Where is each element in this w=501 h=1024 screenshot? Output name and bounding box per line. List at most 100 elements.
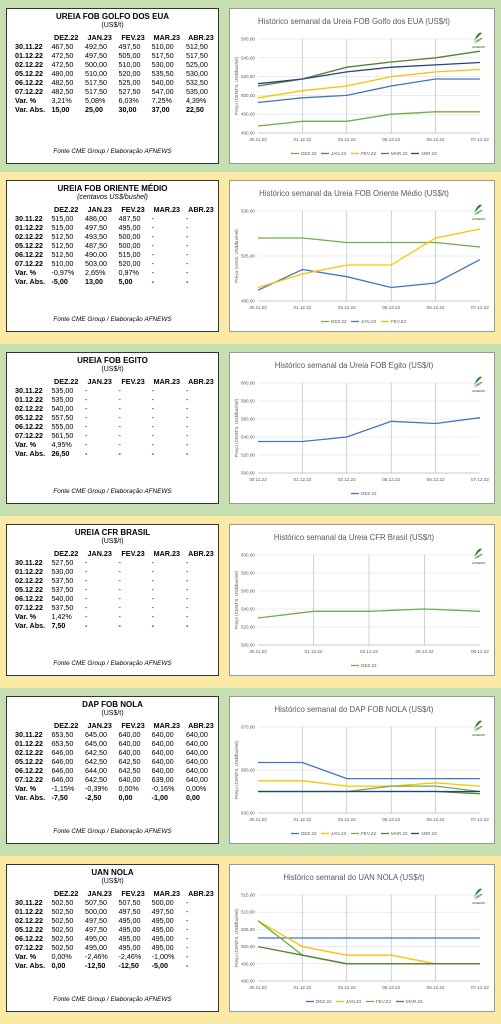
row-date: 06.12.22 bbox=[15, 422, 43, 431]
x-tick-label: 05.12.22 bbox=[416, 649, 434, 654]
column-header: ABR.23 bbox=[188, 888, 214, 898]
table-row: 01.12.22 472,50 497,50 505,00 517,50 517,50 bbox=[13, 51, 218, 60]
price-cell: 495,00 bbox=[84, 943, 107, 952]
logo-text: AFNEWS bbox=[472, 901, 485, 905]
table-row: 30.11.22 535,00 - - - - bbox=[13, 386, 218, 395]
var-abs-row: Var. Abs. 15,00 25,00 30,00 37,00 22,50 bbox=[13, 105, 218, 114]
row-label: Var. % bbox=[15, 96, 37, 105]
source-note: Fonte CME Group / Elaboração AFNEWS bbox=[53, 828, 172, 835]
price-cell: - bbox=[84, 422, 88, 431]
price-cell: - bbox=[185, 916, 189, 925]
chart-panel: Histórico semanal da Ureia FOB Golfo dos… bbox=[229, 8, 495, 164]
price-cell: - bbox=[118, 603, 121, 612]
price-cell: - bbox=[185, 431, 189, 440]
price-cell: - bbox=[151, 413, 155, 422]
var-pct-row: Var. % 4,95% - - - - bbox=[13, 440, 218, 449]
row-date: 06.12.22 bbox=[15, 934, 43, 943]
afnews-logo: AFNEWS bbox=[472, 720, 485, 737]
row-date: 02.12.22 bbox=[15, 232, 43, 241]
table-row: 30.11.22 527,50 - - - - bbox=[13, 558, 218, 567]
row-date: 01.12.22 bbox=[15, 51, 43, 60]
x-tick-label: 01.12.22 bbox=[293, 817, 311, 822]
price-cell: 495,00 bbox=[118, 925, 141, 934]
price-cell: 530,00 bbox=[151, 60, 174, 69]
variation-cell: 0,00 bbox=[118, 793, 133, 802]
price-cell: 502,50 bbox=[51, 898, 74, 907]
row-date: 01.12.22 bbox=[15, 223, 43, 232]
price-cell: 535,50 bbox=[151, 69, 174, 78]
header-row: DEZ.22 JAN.23 FEV.23 MAR.23 ABR.23 bbox=[13, 548, 218, 558]
price-table: UREIA FOB EGITO (US$/t) DEZ.22 JAN.23 FEV.23… bbox=[6, 352, 219, 504]
source-note: Fonte CME Group / Elaboração AFNEWS bbox=[53, 148, 172, 155]
price-table: UREIA CFR BRASIL (US$/t) DEZ.22 JAN.23 FEV.2… bbox=[6, 524, 219, 676]
price-cell: - bbox=[185, 567, 189, 576]
row-date: 30.11.22 bbox=[15, 898, 43, 907]
variation-cell: - bbox=[185, 277, 189, 286]
price-cell: - bbox=[151, 558, 155, 567]
x-tick-label: 30.11.22 bbox=[249, 817, 267, 822]
price-cell: 502,50 bbox=[51, 916, 74, 925]
legend-label: DEZ.22 bbox=[301, 151, 317, 156]
variation-cell: 0,00% bbox=[51, 952, 72, 961]
y-tick-label: 500,00 bbox=[241, 471, 255, 476]
price-cell: 642,50 bbox=[118, 766, 141, 775]
x-tick-label: 05.12.22 bbox=[382, 817, 400, 822]
price-cell: 497,50 bbox=[84, 51, 107, 60]
column-header: FEV.23 bbox=[121, 32, 145, 42]
row-date: 02.12.22 bbox=[15, 576, 43, 585]
column-header: MAR.23 bbox=[153, 204, 180, 214]
x-tick-label: 05.12.22 bbox=[382, 477, 400, 482]
row-date: 07.12.22 bbox=[15, 259, 43, 268]
table-row: 02.12.22 512,50 493,50 500,00 - - bbox=[13, 232, 218, 241]
x-tick-label: 06.12.22 bbox=[427, 137, 445, 142]
legend-label: MAR.23 bbox=[406, 999, 423, 1004]
price-cell: 537,50 bbox=[51, 585, 74, 594]
row-date: 02.12.22 bbox=[15, 60, 43, 69]
price-cell: - bbox=[151, 259, 155, 268]
y-tick-label: 670,00 bbox=[241, 725, 255, 730]
price-grid: DEZ.22 JAN.23 FEV.23 MAR.23 ABR.23 30.11.22 46… bbox=[13, 32, 218, 115]
column-header: DEZ.22 bbox=[54, 888, 79, 898]
x-tick-label: 02.12.22 bbox=[338, 985, 356, 990]
panel-band: UREIA FOB ORIENTE MÉDIO (centavos US$/bus… bbox=[0, 172, 501, 344]
variation-cell: -2,46% bbox=[118, 952, 142, 961]
price-cell: 497,50 bbox=[118, 42, 141, 51]
y-tick-label: 495,00 bbox=[241, 961, 255, 966]
table-row: 06.12.22 646,00 644,00 642,50 640,00 640,00 bbox=[13, 766, 218, 775]
panel-band: UREIA CFR BRASIL (US$/t) DEZ.22 JAN.23 FEV.2… bbox=[0, 516, 501, 688]
price-cell: 495,00 bbox=[151, 925, 174, 934]
price-cell: - bbox=[84, 431, 88, 440]
series-line-dez-22 bbox=[258, 417, 481, 443]
price-cell: 502,50 bbox=[51, 925, 74, 934]
price-cell: - bbox=[185, 241, 189, 250]
y-tick-label: 500,00 bbox=[241, 93, 255, 98]
price-cell: 642,50 bbox=[84, 757, 107, 766]
price-cell: - bbox=[151, 250, 155, 259]
price-cell: 492,50 bbox=[84, 42, 107, 51]
var-pct-row: Var. % -1,15% -0,39% 0,00% -0,16% 0,00% bbox=[13, 784, 218, 793]
table-row: 06.12.22 512,50 490,00 515,00 - - bbox=[13, 250, 218, 259]
price-cell: 642,50 bbox=[84, 748, 107, 757]
price-cell: 537,50 bbox=[51, 576, 74, 585]
price-cell: - bbox=[84, 567, 88, 576]
panel-band: UREIA FOB GOLFO DOS EUA (US$/t) DEZ.22 JAN.… bbox=[0, 0, 501, 172]
series-line-dez-22 bbox=[258, 761, 480, 780]
row-date: 07.12.22 bbox=[15, 603, 43, 612]
column-header: FEV.23 bbox=[121, 376, 145, 386]
var-abs-row: Var. Abs. -7,50 -2,50 0,00 -1,00 0,00 bbox=[13, 793, 218, 802]
chart-title: Histórico semanal do UAN NOLA (US$/t) bbox=[283, 873, 425, 882]
series-line-fev-23 bbox=[257, 68, 481, 99]
row-date: 05.12.22 bbox=[15, 585, 43, 594]
row-label: Var. % bbox=[15, 952, 37, 961]
series-line-dez-22 bbox=[257, 608, 481, 619]
price-cell: - bbox=[151, 386, 155, 395]
y-tick-label: 560,00 bbox=[241, 589, 255, 594]
chart-title: Histórico semanal da Ureia FOB Egito (US… bbox=[275, 361, 434, 370]
price-cell: 500,00 bbox=[151, 898, 174, 907]
legend-label: MAR.23 bbox=[391, 151, 408, 156]
y-tick-label: 630,00 bbox=[241, 811, 255, 816]
price-cell: - bbox=[84, 404, 88, 413]
row-date: 05.12.22 bbox=[15, 69, 43, 78]
row-date: 30.11.22 bbox=[15, 386, 43, 395]
afnews-logo: AFNEWS bbox=[472, 548, 485, 565]
